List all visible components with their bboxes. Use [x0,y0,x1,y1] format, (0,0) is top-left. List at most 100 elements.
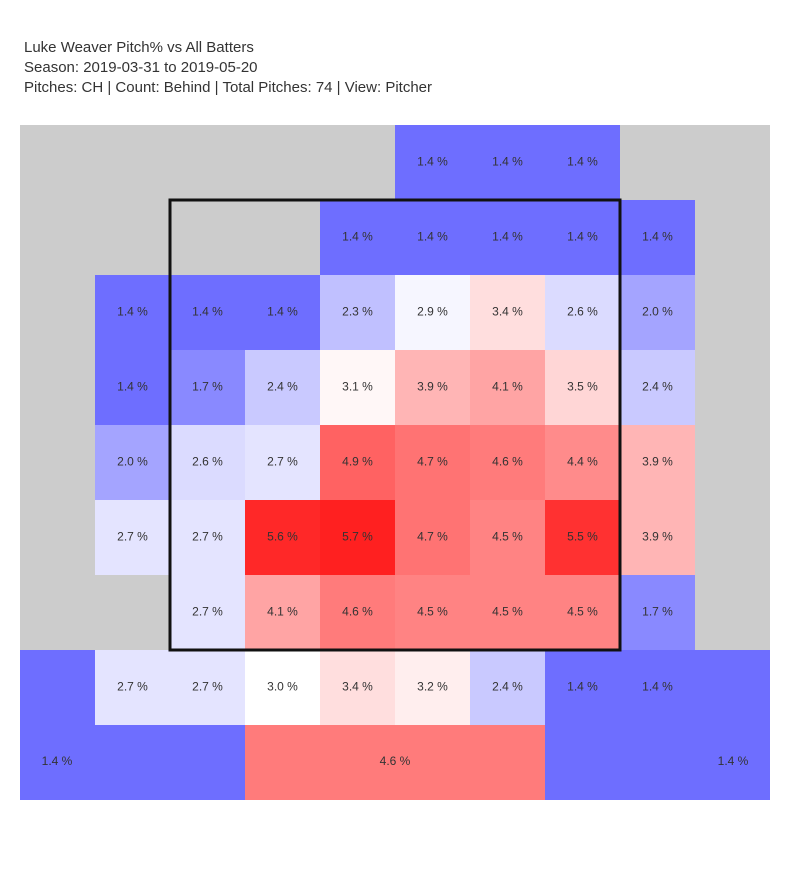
heatmap-cell [395,575,470,650]
heatmap-cell-label: 1.7 % [642,605,673,619]
heatmap-cell [470,650,545,725]
heatmap-cell [545,425,620,500]
outer-zone-bottom [245,725,545,800]
outer-zone-right-bottom [545,725,770,800]
heatmap-cell [620,200,695,275]
title-line-2: Season: 2019-03-31 to 2019-05-20 [24,59,258,76]
heatmap-cell-label: 5.6 % [267,530,298,544]
heatmap-cell [170,425,245,500]
heatmap-cell-label: 1.4 % [342,230,373,244]
heatmap-cell-label: 2.4 % [642,380,673,394]
heatmap-cell [170,650,245,725]
heatmap-cell [620,500,695,575]
heatmap-cell-label: 1.4 % [642,680,673,694]
heatmap-cell [170,500,245,575]
heatmap-cell-label: 1.7 % [192,380,223,394]
heatmap-cell-label: 3.9 % [417,380,448,394]
heatmap-cell [95,650,170,725]
heatmap-cell-label: 3.5 % [567,380,598,394]
heatmap-cell [95,425,170,500]
heatmap-cell [545,200,620,275]
heatmap-cell-label: 2.7 % [192,605,223,619]
heatmap-cell [545,650,620,725]
heatmap-cell [395,275,470,350]
heatmap-cell-label: 4.6 % [342,605,373,619]
heatmap-cell-label: 1.4 % [192,305,223,319]
heatmap-cell-label: 4.5 % [492,605,523,619]
outer-zone-left-bottom [20,725,245,800]
heatmap-cell-label: 1.4 % [642,230,673,244]
heatmap-cell [470,275,545,350]
heatmap-cell [245,425,320,500]
heatmap-cell [545,275,620,350]
heatmap-cell [320,650,395,725]
heatmap-cell [320,575,395,650]
heatmap-cell-label: 1.4 % [492,155,523,169]
heatmap-cell-label: 1.4 % [417,155,448,169]
heatmap-cell-label: 2.6 % [567,305,598,319]
heatmap-cell-label: 3.2 % [417,680,448,694]
heatmap-cell [620,575,695,650]
heatmap-cell [245,650,320,725]
heatmap-cell [320,200,395,275]
heatmap-cell-label: 4.9 % [342,455,373,469]
outer-zone-left-label: 1.4 % [42,754,73,768]
heatmap-cell-label: 5.5 % [567,530,598,544]
heatmap-cell-label: 2.4 % [492,680,523,694]
heatmap-cell-label: 4.5 % [567,605,598,619]
heatmap-cell-label: 4.5 % [417,605,448,619]
heatmap-cell-label: 2.0 % [642,305,673,319]
heatmap-cell [395,650,470,725]
heatmap-cell-label: 1.4 % [567,230,598,244]
heatmap-cell [320,275,395,350]
heatmap-cell [620,275,695,350]
heatmap-cell [620,650,695,725]
heatmap-cell-label: 5.7 % [342,530,373,544]
heatmap-cell-label: 4.6 % [492,455,523,469]
heatmap-cell [395,200,470,275]
heatmap-cell-label: 2.7 % [117,530,148,544]
heatmap-cell [545,575,620,650]
heatmap-cell-label: 1.4 % [417,230,448,244]
heatmap-cell-label: 3.4 % [492,305,523,319]
title-line-3: Pitches: CH | Count: Behind | Total Pitc… [24,79,433,96]
heatmap-cell-label: 3.9 % [642,455,673,469]
heatmap-cell [395,500,470,575]
heatmap-cell-label: 4.4 % [567,455,598,469]
heatmap-cell-label: 3.0 % [267,680,298,694]
heatmap-cell-label: 1.4 % [117,380,148,394]
heatmap-cell [320,350,395,425]
heatmap-cell-label: 1.4 % [117,305,148,319]
heatmap-cell [470,200,545,275]
heatmap-cell [620,425,695,500]
heatmap-cell [320,425,395,500]
heatmap-cell [545,500,620,575]
heatmap-cell-label: 4.7 % [417,530,448,544]
heatmap-cell-label: 1.4 % [492,230,523,244]
heatmap-cell [245,350,320,425]
heatmap-cell [245,275,320,350]
heatmap-cell-label: 1.4 % [567,155,598,169]
heatmap-cell-label: 2.4 % [267,380,298,394]
heatmap-cell-label: 4.1 % [492,380,523,394]
heatmap-cell [170,575,245,650]
title-line-1: Luke Weaver Pitch% vs All Batters [24,39,254,56]
heatmap-cell [170,350,245,425]
strike-zone-box [168,198,622,652]
heatmap-cell-label: 1.4 % [567,680,598,694]
heatmap-cell-label: 2.7 % [267,455,298,469]
heatmap-cell-label: 4.5 % [492,530,523,544]
heatmap-cell [470,350,545,425]
heatmap-cell [470,575,545,650]
heatmap-cell-label: 2.9 % [417,305,448,319]
heatmap-cell-label: 2.7 % [192,680,223,694]
heatmap-cell [95,500,170,575]
heatmap-cell [245,500,320,575]
heatmap-cell [545,350,620,425]
heatmap-cell [245,575,320,650]
heatmap-cell-label: 4.7 % [417,455,448,469]
heatmap-cell-label: 3.1 % [342,380,373,394]
heatmap-cell-label: 3.9 % [642,530,673,544]
heatmap-cell [470,125,545,200]
